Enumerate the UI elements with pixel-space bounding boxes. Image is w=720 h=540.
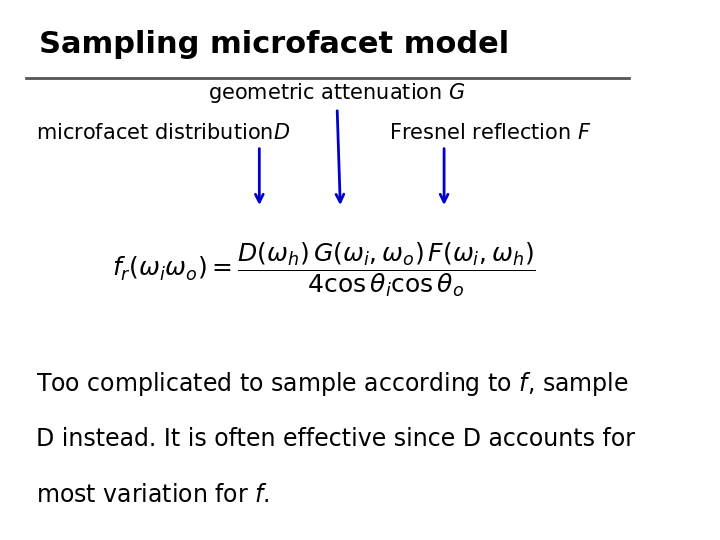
Text: Fresnel reflection $F$: Fresnel reflection $F$ (389, 123, 592, 143)
Text: $f_r(\omega_i\omega_o) = \dfrac{D(\omega_h)\,G(\omega_i,\omega_o)\,F(\omega_i,\o: $f_r(\omega_i\omega_o) = \dfrac{D(\omega… (112, 241, 536, 299)
Text: D instead. It is often effective since D accounts for: D instead. It is often effective since D… (36, 427, 634, 450)
Text: geometric attenuation $G$: geometric attenuation $G$ (208, 82, 466, 105)
Text: Sampling microfacet model: Sampling microfacet model (39, 30, 509, 59)
Text: microfacet distribution$D$: microfacet distribution$D$ (36, 123, 290, 143)
Text: most variation for $f$.: most variation for $f$. (36, 483, 269, 507)
Text: Too complicated to sample according to $f$, sample: Too complicated to sample according to $… (36, 370, 629, 398)
